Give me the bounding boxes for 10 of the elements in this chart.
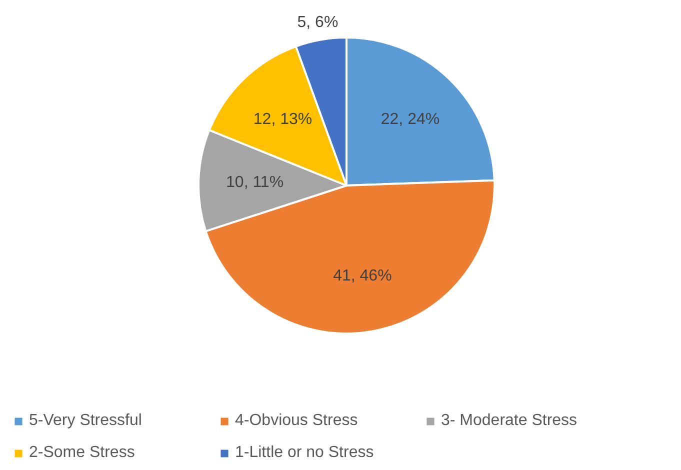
data-label: 5, 6% xyxy=(297,14,338,31)
legend-label: 3- Moderate Stress xyxy=(441,412,578,430)
data-label: 41, 46% xyxy=(333,267,392,284)
legend-label: 4-Obvious Stress xyxy=(235,412,359,430)
legend-label: 5-Very Stressful xyxy=(29,412,143,430)
legend-label: 2-Some Stress xyxy=(29,444,136,462)
data-label: 22, 24% xyxy=(380,110,440,128)
data-label: 12, 13% xyxy=(253,110,312,128)
data-label: 10, 11% xyxy=(226,174,284,191)
legend-label: 1-Little or no Stress xyxy=(235,444,375,462)
